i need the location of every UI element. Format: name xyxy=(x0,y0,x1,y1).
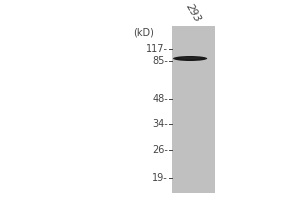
Text: 26-: 26- xyxy=(152,145,168,155)
Ellipse shape xyxy=(173,56,207,61)
Text: 48-: 48- xyxy=(152,94,168,104)
Bar xyxy=(172,26,215,193)
Text: 117-: 117- xyxy=(146,44,168,54)
Text: 34-: 34- xyxy=(152,119,168,129)
Ellipse shape xyxy=(180,57,200,59)
Text: (kD): (kD) xyxy=(134,27,154,37)
Text: 85-: 85- xyxy=(152,56,168,66)
Text: 19-: 19- xyxy=(152,173,168,183)
Text: 293: 293 xyxy=(184,2,203,24)
